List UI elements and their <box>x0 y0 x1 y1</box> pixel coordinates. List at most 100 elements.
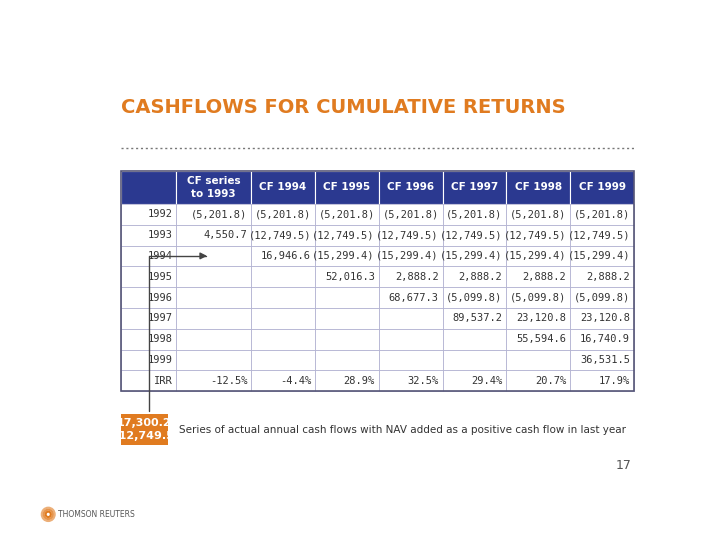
Text: 23,120.8: 23,120.8 <box>516 313 567 323</box>
Bar <box>570 171 634 204</box>
Text: (12,749.5): (12,749.5) <box>440 230 503 240</box>
Text: (15,299.4): (15,299.4) <box>504 251 567 261</box>
Bar <box>506 266 570 287</box>
Bar <box>443 171 506 204</box>
Text: (15,299.4): (15,299.4) <box>312 251 375 261</box>
Bar <box>506 225 570 246</box>
Bar <box>315 266 379 287</box>
Bar <box>176 225 251 246</box>
Bar <box>570 329 634 349</box>
Text: IRR: IRR <box>153 376 172 386</box>
Bar <box>443 308 506 329</box>
Bar <box>121 171 176 204</box>
Bar <box>379 287 443 308</box>
Bar <box>379 266 443 287</box>
Bar <box>315 329 379 349</box>
Text: 2,888.2: 2,888.2 <box>395 272 438 282</box>
Text: 1998: 1998 <box>148 334 172 344</box>
Bar <box>176 308 251 329</box>
Bar <box>570 266 634 287</box>
Bar <box>443 246 506 266</box>
Text: (12,749.5): (12,749.5) <box>312 230 375 240</box>
Text: Series of actual annual cash flows with NAV added as a positive cash flow in las: Series of actual annual cash flows with … <box>179 424 626 435</box>
Text: 1999: 1999 <box>148 355 172 365</box>
Bar <box>121 329 176 349</box>
Text: CF 1996: CF 1996 <box>387 183 434 192</box>
Bar <box>506 329 570 349</box>
Bar <box>379 308 443 329</box>
Text: 17: 17 <box>616 460 631 472</box>
Bar <box>121 225 176 246</box>
Text: 89,537.2: 89,537.2 <box>452 313 503 323</box>
Text: 2,888.2: 2,888.2 <box>459 272 503 282</box>
Bar <box>570 287 634 308</box>
Text: 1995: 1995 <box>148 272 172 282</box>
Bar <box>379 370 443 391</box>
Bar <box>506 349 570 370</box>
Text: 29.4%: 29.4% <box>472 376 503 386</box>
Bar <box>251 329 315 349</box>
Bar <box>176 329 251 349</box>
Bar <box>251 171 315 204</box>
Text: 16,946.6: 16,946.6 <box>261 251 311 261</box>
Text: (5,201.8): (5,201.8) <box>446 210 503 219</box>
Text: (12,749.5): (12,749.5) <box>504 230 567 240</box>
Bar <box>251 266 315 287</box>
Text: (15,299.4): (15,299.4) <box>440 251 503 261</box>
Bar <box>570 204 634 225</box>
Bar <box>570 349 634 370</box>
Bar <box>251 204 315 225</box>
Text: CF 1997: CF 1997 <box>451 183 498 192</box>
Bar <box>443 204 506 225</box>
Bar <box>506 370 570 391</box>
Text: (5,201.8): (5,201.8) <box>510 210 567 219</box>
Bar <box>443 329 506 349</box>
Text: 1992: 1992 <box>148 210 172 219</box>
Bar <box>121 414 168 446</box>
Text: CF 1995: CF 1995 <box>323 183 370 192</box>
Bar <box>121 246 176 266</box>
Text: 17,300.2
-12,749.5: 17,300.2 -12,749.5 <box>114 418 174 441</box>
Bar <box>121 349 176 370</box>
Text: (12,749.5): (12,749.5) <box>248 230 311 240</box>
Bar <box>379 349 443 370</box>
Bar <box>315 225 379 246</box>
Bar <box>443 349 506 370</box>
Text: 52,016.3: 52,016.3 <box>325 272 375 282</box>
Text: (5,201.8): (5,201.8) <box>191 210 247 219</box>
Bar <box>315 171 379 204</box>
Bar <box>506 246 570 266</box>
Text: 1997: 1997 <box>148 313 172 323</box>
Bar <box>315 287 379 308</box>
Bar <box>176 171 251 204</box>
Bar <box>315 246 379 266</box>
Bar <box>443 266 506 287</box>
Text: THOMSON REUTERS: THOMSON REUTERS <box>58 510 135 519</box>
Text: 2,888.2: 2,888.2 <box>586 272 630 282</box>
Bar <box>121 287 176 308</box>
Text: (5,201.8): (5,201.8) <box>574 210 630 219</box>
Text: -12.5%: -12.5% <box>210 376 247 386</box>
Bar <box>506 308 570 329</box>
Text: (5,099.8): (5,099.8) <box>510 293 567 302</box>
Text: 55,594.6: 55,594.6 <box>516 334 567 344</box>
Bar <box>121 204 176 225</box>
Text: 16,740.9: 16,740.9 <box>580 334 630 344</box>
Bar <box>251 370 315 391</box>
Text: (5,099.8): (5,099.8) <box>446 293 503 302</box>
Text: (5,201.8): (5,201.8) <box>255 210 311 219</box>
Text: (12,749.5): (12,749.5) <box>567 230 630 240</box>
Bar <box>176 204 251 225</box>
Bar <box>570 308 634 329</box>
Text: (5,201.8): (5,201.8) <box>319 210 375 219</box>
Text: (5,201.8): (5,201.8) <box>382 210 438 219</box>
Bar <box>506 287 570 308</box>
Bar <box>251 287 315 308</box>
Bar <box>176 349 251 370</box>
Text: (12,749.5): (12,749.5) <box>376 230 438 240</box>
Text: CF series
to 1993: CF series to 1993 <box>186 176 240 199</box>
Bar <box>570 225 634 246</box>
Text: 32.5%: 32.5% <box>408 376 438 386</box>
Text: 20.7%: 20.7% <box>535 376 567 386</box>
Bar <box>121 370 176 391</box>
